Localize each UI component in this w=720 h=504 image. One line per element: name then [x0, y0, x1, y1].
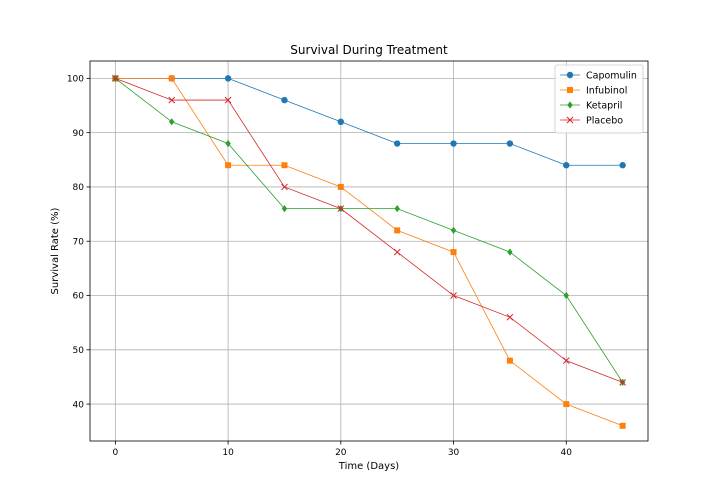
data-point-infubinol: [563, 401, 570, 408]
legend-swatch-marker: [566, 116, 574, 124]
y-tick-label: 100: [67, 75, 84, 85]
y-tick-label: 90: [73, 129, 85, 139]
data-point-capomulin: [506, 140, 514, 147]
series-line-ketapril: [115, 78, 623, 383]
data-point-capomulin: [393, 140, 401, 147]
series-line-capomulin: [115, 77, 623, 166]
data-point-capomulin: [337, 118, 345, 126]
data-point-infubinol: [337, 183, 344, 190]
data-point-ketapril: [169, 118, 175, 126]
data-point-capomulin: [563, 162, 570, 169]
x-axis-label: Time (Days): [338, 461, 400, 472]
legend-label: Ketapril: [586, 100, 622, 111]
legend-item-placebo: Placebo: [560, 115, 623, 126]
data-point-capomulin: [281, 96, 288, 104]
data-point-placebo: [112, 75, 119, 82]
legend-item-ketapril: Ketapril: [560, 100, 622, 111]
legend-item-infubinol: Infubinol: [560, 85, 627, 96]
y-axis-ticks: 40 50 60 70 80 90 100: [67, 75, 90, 410]
x-tick-label: 30: [448, 448, 460, 458]
y-tick-label: 50: [73, 346, 85, 356]
y-axis-label: Survival Rate (%): [50, 207, 61, 294]
data-point-infubinol: [168, 75, 175, 82]
data-point-placebo: [393, 248, 401, 256]
data-point-infubinol: [450, 249, 457, 256]
legend: Capomulin Infubinol Ketapril Placebo: [554, 64, 644, 134]
data-point-placebo: [562, 357, 570, 365]
data-point-placebo: [619, 379, 626, 386]
data-point-infubinol: [225, 162, 232, 169]
y-tick-label: 60: [73, 292, 85, 302]
data-point-infubinol: [619, 422, 626, 429]
series-placebo: [112, 75, 626, 386]
x-tick-label: 0: [112, 448, 118, 458]
legend-label: Capomulin: [586, 70, 637, 81]
data-point-placebo: [168, 96, 176, 104]
legend-box: [554, 64, 644, 134]
data-point-ketapril: [281, 205, 288, 213]
y-tick-label: 70: [73, 237, 85, 247]
legend-label: Placebo: [586, 115, 623, 126]
y-tick-label: 80: [73, 183, 85, 193]
x-tick-label: 40: [561, 448, 573, 458]
data-point-placebo: [281, 183, 288, 191]
data-point-placebo: [506, 313, 514, 321]
legend-swatch-marker: [567, 87, 573, 93]
legend-item-capomulin: Capomulin: [560, 70, 637, 81]
series-layer: [112, 74, 626, 429]
data-point-capomulin: [224, 75, 232, 82]
x-tick-label: 10: [222, 448, 234, 458]
series-line-placebo: [115, 77, 623, 383]
data-point-placebo: [450, 292, 457, 299]
data-point-placebo: [224, 96, 232, 104]
data-point-ketapril: [225, 139, 231, 148]
data-point-infubinol: [506, 357, 513, 364]
data-point-ketapril: [563, 291, 569, 300]
legend-swatch-marker: [567, 101, 573, 109]
data-point-infubinol: [281, 162, 288, 169]
data-point-placebo: [337, 205, 345, 213]
data-point-infubinol: [394, 227, 401, 234]
legend-swatch-marker: [566, 71, 574, 79]
legend-label: Infubinol: [586, 85, 627, 96]
data-point-capomulin: [450, 140, 457, 147]
plot-area-frame: [89, 60, 649, 442]
data-point-ketapril: [507, 248, 513, 256]
chart-title: Survival During Treatment: [290, 43, 448, 57]
y-tick-label: 40: [73, 400, 85, 410]
data-point-capomulin: [619, 162, 626, 169]
x-tick-label: 20: [335, 448, 347, 458]
x-axis-ticks: 0 10 20 30 40: [112, 441, 572, 458]
data-point-ketapril: [394, 205, 400, 213]
data-point-ketapril: [450, 226, 457, 234]
